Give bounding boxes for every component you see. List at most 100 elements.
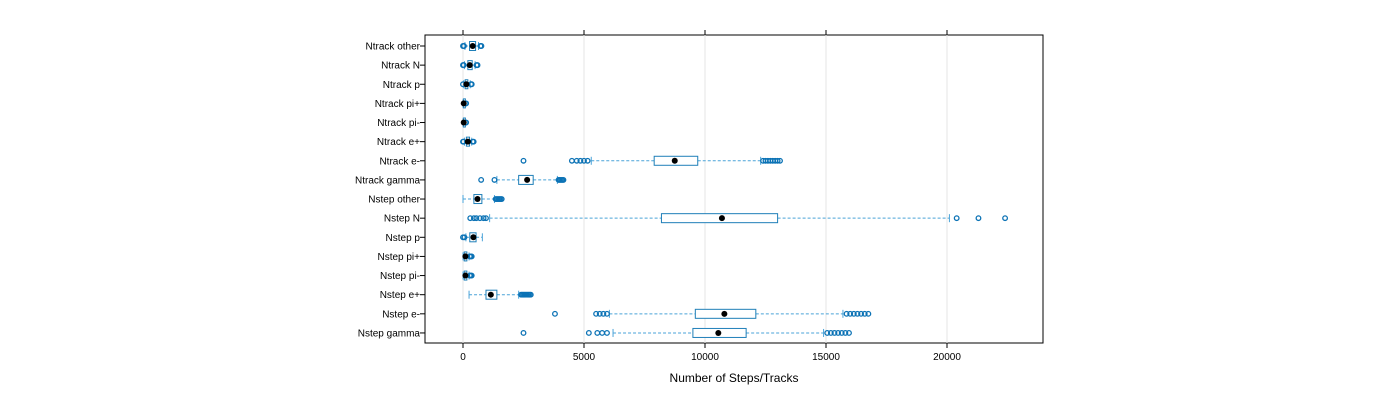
category-label: Nstep e+ (380, 290, 420, 301)
median-dot (470, 234, 477, 241)
plot-frame (424, 34, 1044, 344)
outlier-point (470, 138, 477, 145)
outlier-point (596, 310, 603, 317)
median-dot (463, 81, 470, 88)
outlier-point (560, 176, 567, 183)
outlier-point (468, 272, 475, 279)
median-dot (718, 215, 725, 222)
x-tick-label: 5000 (573, 352, 596, 363)
category-label: Ntrack p (383, 80, 421, 91)
outlier-point (476, 215, 483, 222)
median-dot (469, 43, 476, 49)
x-axis-title: Number of Steps/Tracks (670, 371, 799, 385)
outlier-point (480, 215, 487, 222)
box-group (478, 174, 567, 185)
outlier-point (774, 157, 781, 164)
box-group (460, 41, 485, 51)
outlier-point (568, 157, 575, 164)
outlier-point (850, 310, 857, 317)
outlier-point (573, 157, 580, 164)
box-group (460, 79, 475, 90)
outlier-point (473, 215, 480, 222)
x-tick-label: 15000 (812, 352, 840, 363)
category-label: Ntrack other (366, 42, 421, 53)
outlier-point (498, 196, 505, 202)
box-group (467, 213, 1009, 224)
boxes (460, 41, 1009, 338)
category-label: Nstep pi+ (377, 252, 420, 263)
outlier-point (581, 157, 587, 164)
x-tick-label: 0 (460, 352, 466, 363)
median-dot (462, 272, 469, 279)
outlier-point (552, 310, 558, 317)
outlier-point (584, 157, 591, 164)
outlier-point (491, 176, 498, 183)
outlier-point (478, 43, 485, 49)
outlier-point (865, 310, 872, 317)
outlier-point (835, 330, 842, 336)
x-tick-label: 10000 (691, 352, 719, 363)
box-group (462, 251, 475, 262)
outlier-point (831, 330, 838, 336)
box-group (460, 136, 477, 147)
x-axis: 0 5000 10000 15000 20000 (460, 30, 961, 363)
box-group (520, 155, 783, 166)
outlier-point (520, 157, 527, 164)
outlier-point (846, 330, 852, 336)
median-dot (460, 100, 467, 107)
category-label: Ntrack pi+ (375, 99, 420, 110)
outlier-point (478, 176, 485, 183)
outlier-point (520, 330, 527, 336)
outlier-point (527, 291, 534, 298)
outlier-point (593, 310, 600, 317)
outlier-point (838, 330, 845, 336)
outlier-point (594, 330, 601, 336)
median-dot (474, 196, 481, 203)
outlier-point (467, 215, 474, 222)
category-label: Nstep p (386, 233, 421, 244)
outlier-point (577, 157, 584, 164)
median-dot (460, 119, 467, 126)
median-dot (715, 329, 722, 336)
outlier-point (827, 330, 834, 336)
box-group (460, 98, 470, 109)
outlier-point (468, 253, 475, 260)
outlier-point (461, 43, 467, 49)
outlier-point (843, 310, 850, 317)
outlier-point (468, 81, 475, 88)
outlier-point (842, 330, 849, 336)
outlier-point (858, 310, 865, 317)
box-group (462, 194, 505, 205)
category-label: Ntrack N (381, 61, 420, 72)
category-label: Nstep other (368, 195, 420, 206)
outlier-point (483, 215, 489, 222)
outlier-point (470, 215, 477, 222)
outlier-point (975, 215, 982, 222)
outlier-point (599, 330, 606, 336)
gridlines (462, 35, 948, 343)
category-label: Nstep gamma (358, 328, 421, 339)
outlier-point (600, 310, 607, 317)
outlier-point (824, 330, 831, 336)
box-group (520, 327, 852, 338)
category-label: Nstep pi- (380, 271, 420, 282)
outlier-point (604, 330, 610, 336)
x-tick-label: 20000 (933, 352, 961, 363)
median-dot (466, 62, 473, 69)
outlier-point (953, 215, 960, 222)
box-group (460, 60, 481, 71)
outlier-point (585, 330, 592, 336)
median-dot (671, 157, 678, 164)
outlier-point (854, 310, 861, 317)
category-label: Ntrack gamma (355, 175, 420, 186)
box-group (462, 270, 475, 281)
category-label: Nstep e- (382, 309, 420, 320)
outlier-point (461, 234, 468, 241)
outlier-point (474, 62, 481, 69)
outlier-point (604, 310, 610, 317)
outlier-point (861, 310, 868, 317)
median-dot (721, 310, 728, 317)
box-group (460, 232, 483, 243)
median-dot (524, 176, 531, 183)
